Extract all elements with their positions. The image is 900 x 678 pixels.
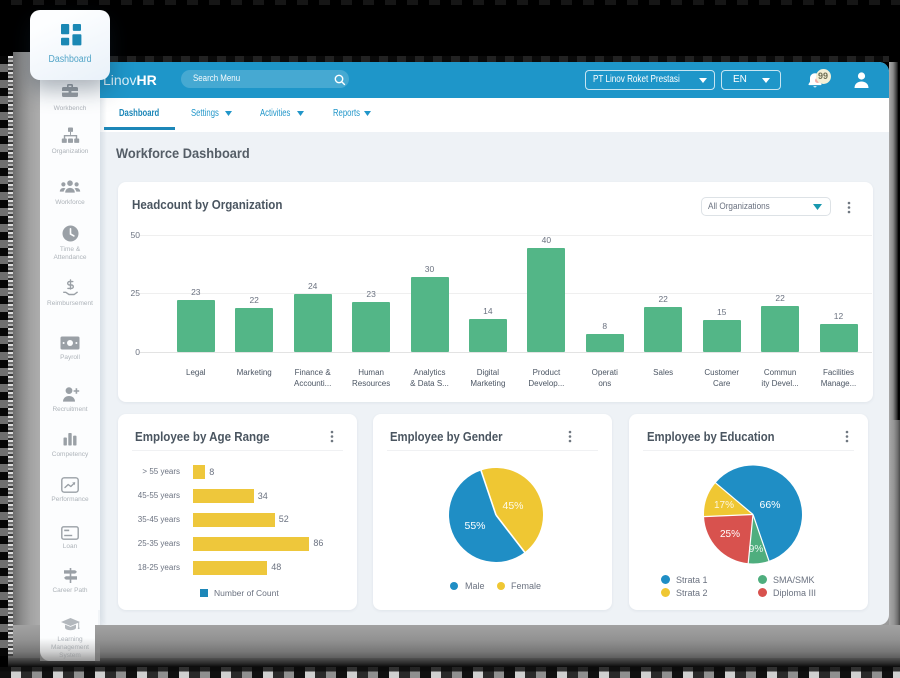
svg-text:45%: 45%: [502, 500, 523, 512]
svg-text:25%: 25%: [720, 529, 740, 540]
svg-text:66%: 66%: [759, 499, 780, 511]
svg-text:55%: 55%: [464, 520, 485, 532]
svg-text:17%: 17%: [714, 500, 734, 511]
svg-text:9%: 9%: [749, 544, 764, 555]
